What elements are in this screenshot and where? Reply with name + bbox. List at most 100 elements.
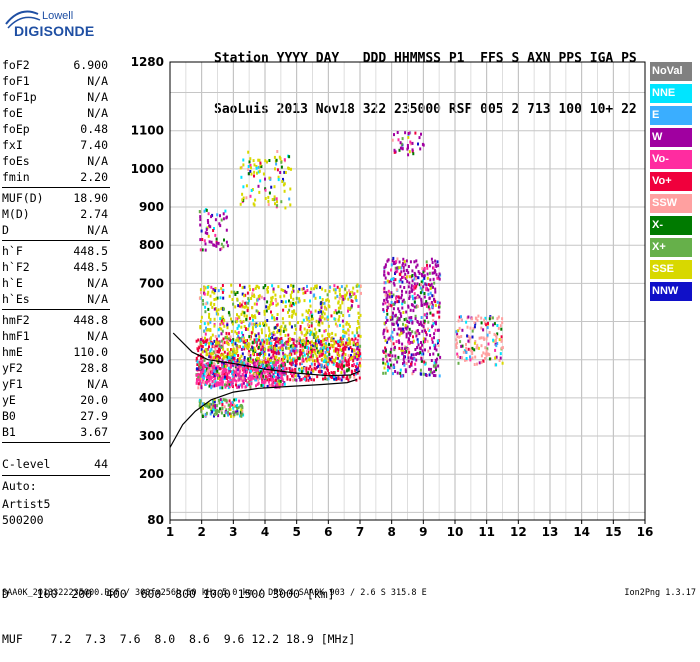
echo-point [299, 350, 302, 354]
echo-point [424, 362, 427, 366]
echo-point [324, 363, 327, 367]
echo-point [408, 327, 411, 331]
x-tick-label: 14 [573, 525, 590, 539]
echo-point [288, 314, 291, 318]
echo-point [266, 370, 269, 373]
echo-point [225, 368, 228, 372]
echo-point [211, 290, 214, 294]
echo-point [353, 348, 355, 352]
echo-point [267, 348, 270, 352]
echo-point [437, 328, 439, 332]
echo-point [426, 312, 429, 316]
echo-point [321, 343, 324, 347]
echo-point [239, 202, 242, 206]
echo-point [402, 269, 405, 273]
echo-point [247, 167, 250, 171]
echo-point [480, 336, 483, 340]
echo-point [291, 337, 294, 341]
echo-point [220, 218, 223, 222]
echo-point [247, 352, 250, 356]
echo-point [219, 382, 222, 386]
echo-point [277, 346, 280, 350]
echo-point [465, 357, 468, 360]
echo-point [214, 218, 217, 222]
echo-point [228, 407, 231, 411]
echo-point [480, 354, 483, 358]
echo-point [197, 382, 200, 386]
auto-label: Auto: [2, 479, 37, 493]
echo-point [403, 286, 406, 289]
echo-point [235, 367, 238, 371]
echo-point [252, 358, 255, 362]
echo-point [274, 367, 277, 371]
echo-point [273, 198, 276, 202]
echo-point [354, 354, 357, 358]
echo-point [395, 296, 397, 300]
echo-point [497, 315, 500, 319]
param-row: h`F2 448.5 [2, 260, 108, 276]
echo-point [325, 307, 328, 311]
param-name: h`F2 [2, 260, 30, 274]
echo-point [280, 165, 283, 169]
echo-point [276, 313, 279, 316]
echo-point [424, 302, 427, 306]
echo-point [457, 329, 460, 333]
echo-point [241, 337, 244, 341]
echo-point [234, 330, 237, 334]
echo-point [348, 375, 351, 379]
echo-point [326, 298, 329, 302]
echo-point [396, 269, 399, 273]
echo-point [227, 351, 230, 354]
echo-point [252, 352, 255, 356]
echo-point [253, 174, 255, 178]
muf-value: 9.6 [223, 632, 245, 646]
echo-point [223, 350, 226, 354]
echo-point [218, 344, 221, 348]
echo-point [400, 348, 403, 352]
param-name: B0 [2, 409, 16, 423]
echo-point [204, 403, 206, 407]
echo-point [242, 336, 245, 340]
echo-point [359, 357, 362, 361]
echo-point [318, 351, 321, 355]
echo-point [210, 376, 213, 380]
echo-point [290, 304, 293, 308]
echo-point [434, 328, 437, 332]
echo-point [221, 284, 224, 287]
echo-point [324, 351, 327, 354]
echo-point [205, 353, 208, 357]
echo-point [214, 403, 217, 407]
echo-point [260, 375, 263, 379]
echo-point [431, 271, 434, 275]
echo-point [227, 375, 230, 379]
echo-point [294, 312, 297, 316]
echo-point [237, 354, 240, 357]
echo-point [275, 344, 278, 348]
file-info-footer: SAA0K_2013322235000.RSF / 300fx256h 50 k… [2, 588, 427, 598]
echo-point [382, 330, 385, 334]
echo-point [416, 294, 419, 298]
plot-frame [169, 61, 646, 521]
echo-point [225, 355, 228, 358]
echo-point [293, 378, 296, 382]
echo-point [417, 142, 419, 146]
echo-point [237, 339, 240, 343]
echo-point [432, 266, 435, 270]
echo-point [234, 305, 237, 309]
echo-point [213, 243, 216, 247]
x-tick-label: 11 [478, 525, 495, 539]
echo-point [273, 155, 276, 159]
echo-point [206, 376, 208, 380]
echo-point [337, 339, 340, 343]
echo-point [284, 305, 287, 308]
echo-point [416, 296, 419, 299]
echo-point [293, 346, 296, 350]
echo-point [429, 302, 432, 306]
echo-point [345, 322, 348, 326]
echo-point [401, 342, 404, 346]
echo-point [268, 329, 271, 333]
echo-point [207, 234, 210, 238]
echo-point [200, 338, 203, 341]
echo-point [231, 350, 234, 354]
echo-point [438, 272, 441, 276]
